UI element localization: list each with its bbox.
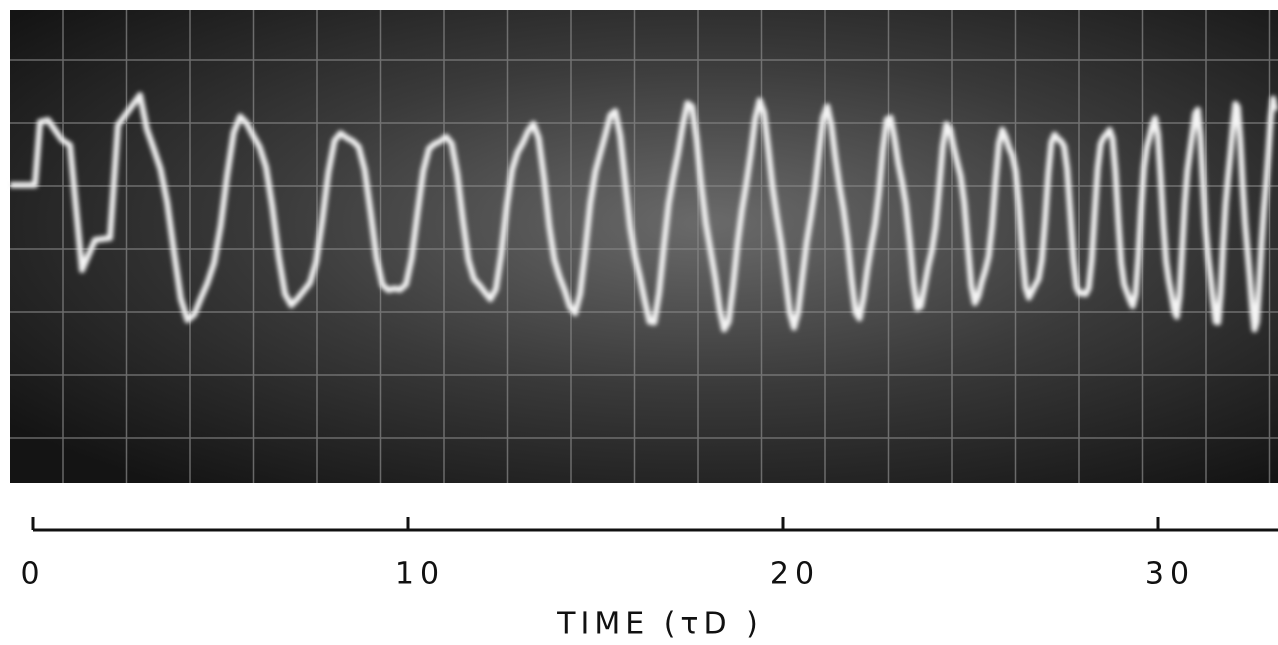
x-axis: 0 10 20 30 [20, 517, 1278, 592]
trace [10, 92, 1278, 333]
screen [10, 10, 1278, 483]
oscilloscope-photo [10, 10, 1278, 483]
x-tick-label: 10 [395, 557, 445, 592]
x-axis-title: TIME (τD ) [556, 607, 763, 642]
x-tick-label: 30 [1145, 557, 1195, 592]
x-tick-label: 0 [20, 557, 45, 592]
x-tick-label: 20 [770, 557, 820, 592]
